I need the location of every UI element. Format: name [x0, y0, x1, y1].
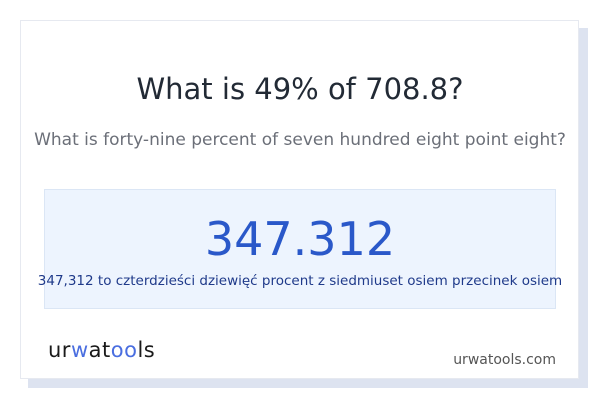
logo-text: ls — [137, 338, 156, 362]
site-name: urwatools.com — [453, 352, 556, 368]
subtitle: What is forty-nine percent of seven hund… — [34, 130, 566, 150]
logo-text: oo — [110, 338, 138, 362]
result-words: 347,312 to czterdzieści dziewięć procent… — [37, 273, 563, 289]
result-value: 347.312 — [204, 212, 396, 266]
page-title: What is 49% of 708.8? — [136, 72, 464, 106]
logo: urwatools — [48, 338, 155, 362]
result-box: 347.312 347,312 to czterdzieści dziewięć… — [38, 189, 562, 309]
logo-text: w — [70, 338, 89, 362]
logo-text: ur — [48, 338, 71, 362]
logo-text: at — [88, 338, 111, 362]
